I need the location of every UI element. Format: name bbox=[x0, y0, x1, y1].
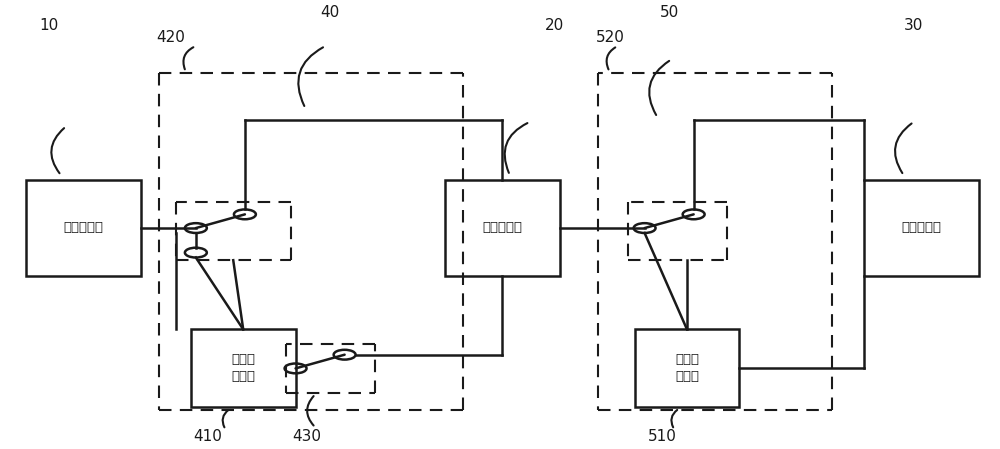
Text: 10: 10 bbox=[39, 18, 59, 33]
Text: 第一辐射段: 第一辐射段 bbox=[64, 221, 104, 234]
Bar bbox=[445, 180, 560, 276]
Text: 30: 30 bbox=[904, 18, 923, 33]
Bar bbox=[26, 180, 141, 276]
Text: 520: 520 bbox=[596, 30, 625, 44]
Text: 第一匹
配模块: 第一匹 配模块 bbox=[231, 353, 255, 383]
Text: 第二辐射段: 第二辐射段 bbox=[482, 221, 522, 234]
Text: 40: 40 bbox=[320, 5, 340, 20]
Text: 20: 20 bbox=[545, 18, 564, 33]
Text: 第三辐射段: 第三辐射段 bbox=[901, 221, 941, 234]
Text: 50: 50 bbox=[660, 5, 679, 20]
Text: 510: 510 bbox=[648, 429, 676, 444]
Bar bbox=[635, 330, 739, 407]
Text: 第二匹
配模块: 第二匹 配模块 bbox=[675, 353, 699, 383]
Bar bbox=[864, 180, 979, 276]
Bar bbox=[191, 330, 296, 407]
Text: 410: 410 bbox=[193, 429, 222, 444]
Text: 430: 430 bbox=[293, 429, 322, 444]
Text: 420: 420 bbox=[156, 30, 185, 44]
